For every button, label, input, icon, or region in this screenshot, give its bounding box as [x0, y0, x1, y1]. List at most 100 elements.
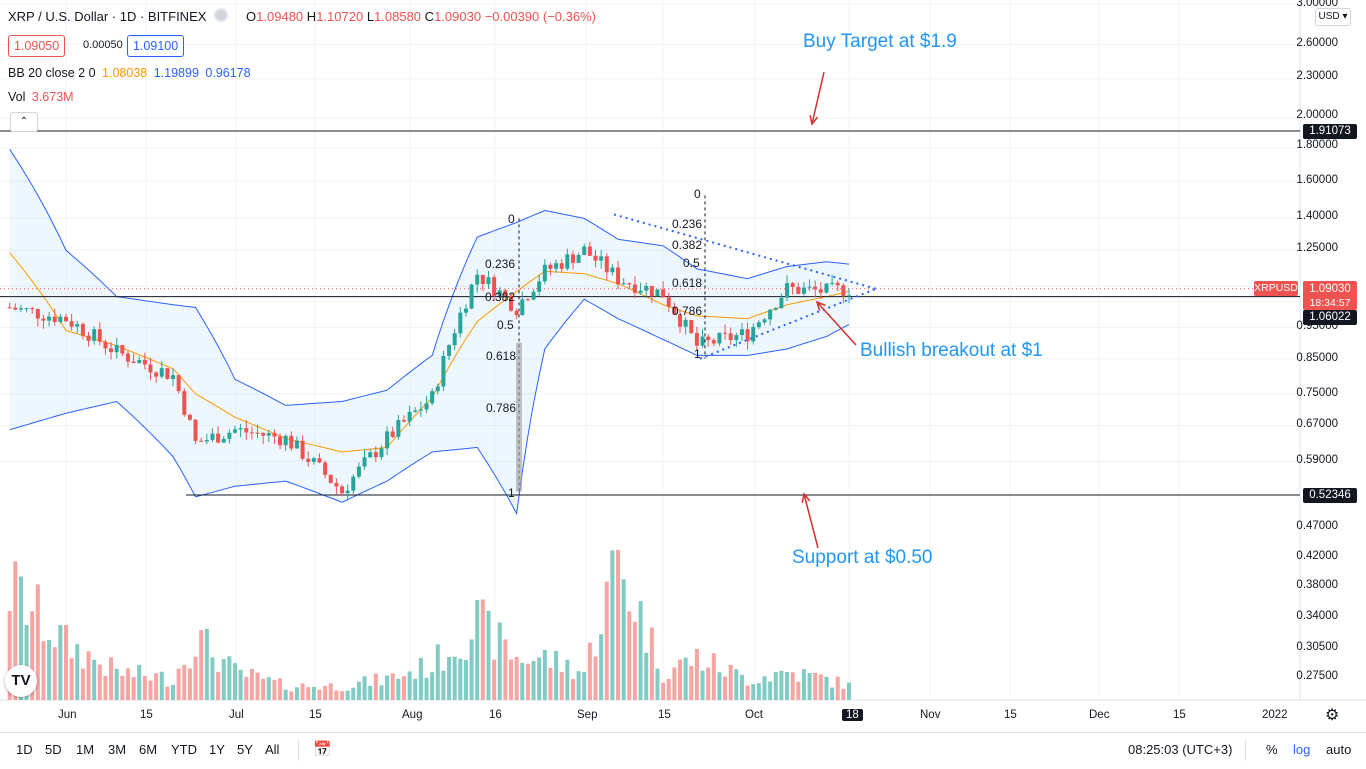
price-tick: 0.85000	[1296, 352, 1338, 364]
auto-scale-toggle[interactable]: auto	[1326, 742, 1352, 757]
volume-bar	[745, 685, 750, 700]
time-tick-current: 18	[842, 709, 863, 721]
candle-body	[328, 474, 333, 483]
candle-body	[306, 458, 311, 462]
candle-body	[413, 410, 418, 412]
candle-body	[649, 285, 654, 297]
volume-bar	[64, 624, 68, 700]
currency-selector[interactable]: USD ▾	[1315, 8, 1351, 26]
candle-body	[441, 355, 446, 387]
volume-bar	[632, 621, 637, 700]
calendar-range-icon[interactable]: 📅	[313, 741, 332, 758]
time-tick: 16	[489, 709, 502, 721]
bb-basis-value: 1.08038	[102, 66, 148, 80]
volume-bar	[525, 663, 530, 700]
range-3m-button[interactable]: 3M	[108, 742, 127, 757]
buy-price-button[interactable]: 1.09100	[127, 35, 185, 57]
candle-body	[503, 290, 508, 296]
volume-bar	[35, 584, 40, 700]
volume-bar	[514, 656, 519, 700]
volume-bar	[255, 672, 260, 700]
candle-body	[154, 372, 159, 377]
arrow-breakout	[816, 301, 857, 346]
volume-bar	[475, 599, 480, 700]
candle-body	[604, 256, 609, 273]
candle-body	[475, 274, 480, 285]
bb-legend[interactable]: BB 20 close 2 0 1.08038 1.19899 0.96178	[8, 66, 251, 80]
candle-body	[723, 332, 728, 334]
range-1y-button[interactable]: 1Y	[209, 742, 225, 757]
volume-bar	[818, 674, 823, 700]
collapse-legend-button[interactable]: ⌃	[10, 112, 38, 132]
candle-body	[58, 316, 63, 323]
candle-body	[396, 420, 401, 437]
volume-bar	[565, 659, 570, 700]
percent-scale-toggle[interactable]: %	[1266, 742, 1278, 757]
volume-bar	[435, 644, 440, 700]
range-1d-button[interactable]: 1D	[16, 742, 33, 757]
candle-body	[80, 324, 85, 336]
symbol-legend: XRP / U.S. Dollar · 1D · BITFINEX O1.094…	[8, 8, 596, 24]
time-tick: Aug	[402, 709, 423, 721]
log-scale-toggle[interactable]: log	[1293, 742, 1311, 757]
volume-bar	[604, 581, 609, 700]
range-all-button[interactable]: All	[265, 742, 280, 757]
candle-body	[801, 287, 806, 294]
volume-bar	[790, 672, 795, 700]
volume-bar	[593, 656, 598, 700]
fib1-highlight-bar	[516, 342, 522, 492]
tradingview-logo[interactable]: TV	[5, 665, 37, 697]
volume-bar	[841, 688, 846, 700]
volume-bar	[452, 656, 457, 700]
candle-body	[830, 282, 835, 284]
fib1-label-0: 0	[508, 212, 515, 226]
candle-body	[599, 256, 604, 261]
volume-bar	[114, 668, 119, 700]
time-tick: Sep	[577, 709, 598, 721]
volume-bar	[807, 672, 812, 700]
volume-bar	[796, 681, 801, 700]
candle-body	[238, 428, 243, 430]
volume-legend[interactable]: Vol 3.673M	[8, 90, 74, 104]
volume-bar	[407, 671, 412, 700]
fib1-label-0382: 0.382	[485, 290, 516, 304]
range-1m-button[interactable]: 1M	[76, 742, 95, 757]
candle-body	[407, 411, 412, 422]
range-ytd-button[interactable]: YTD	[171, 742, 197, 757]
candle-body	[92, 329, 97, 341]
time-tick: 15	[658, 709, 671, 721]
volume-bar	[109, 657, 114, 700]
annotation-support[interactable]: Support at $0.50	[792, 547, 933, 568]
volume-bar	[734, 669, 739, 700]
bb-upper-value: 1.19899	[153, 66, 199, 80]
candle-body	[244, 428, 249, 433]
timezone-clock[interactable]: 08:25:03 (UTC+3)	[1128, 742, 1233, 757]
volume-bar	[835, 676, 840, 700]
range-5y-button[interactable]: 5Y	[237, 742, 253, 757]
candle-body	[463, 308, 468, 313]
annotation-buy-target[interactable]: Buy Target at $1.9	[803, 31, 957, 52]
volume-bar	[210, 657, 215, 700]
range-6m-button[interactable]: 6M	[139, 742, 158, 757]
range-5d-button[interactable]: 5D	[45, 742, 62, 757]
candle-body	[486, 277, 491, 284]
volume-bar	[345, 690, 350, 700]
fib2-label-0236: 0.236	[672, 217, 703, 231]
volume-bar	[165, 686, 170, 700]
support-price-tag: 0.52346	[1303, 488, 1357, 503]
sell-price-button[interactable]: 1.09050	[8, 35, 66, 57]
candle-body	[700, 336, 705, 346]
volume-bar	[232, 663, 237, 700]
price-tick: 2.30000	[1296, 70, 1338, 82]
annotation-breakout[interactable]: Bullish breakout at $1	[860, 340, 1043, 361]
volume-bar	[120, 675, 125, 700]
symbol-title[interactable]: XRP / U.S. Dollar · 1D · BITFINEX	[8, 9, 207, 24]
volume-bar	[306, 687, 311, 700]
settings-gear-icon[interactable]: ⚙	[1325, 707, 1340, 724]
bottom-toolbar: 1D 5D 1M 3M 6M YTD 1Y 5Y All 📅 08:25:03 …	[0, 732, 1366, 769]
candle-body	[576, 254, 581, 263]
volume-bar	[441, 670, 446, 700]
market-status-icon	[214, 8, 229, 22]
volume-bar	[47, 639, 52, 700]
